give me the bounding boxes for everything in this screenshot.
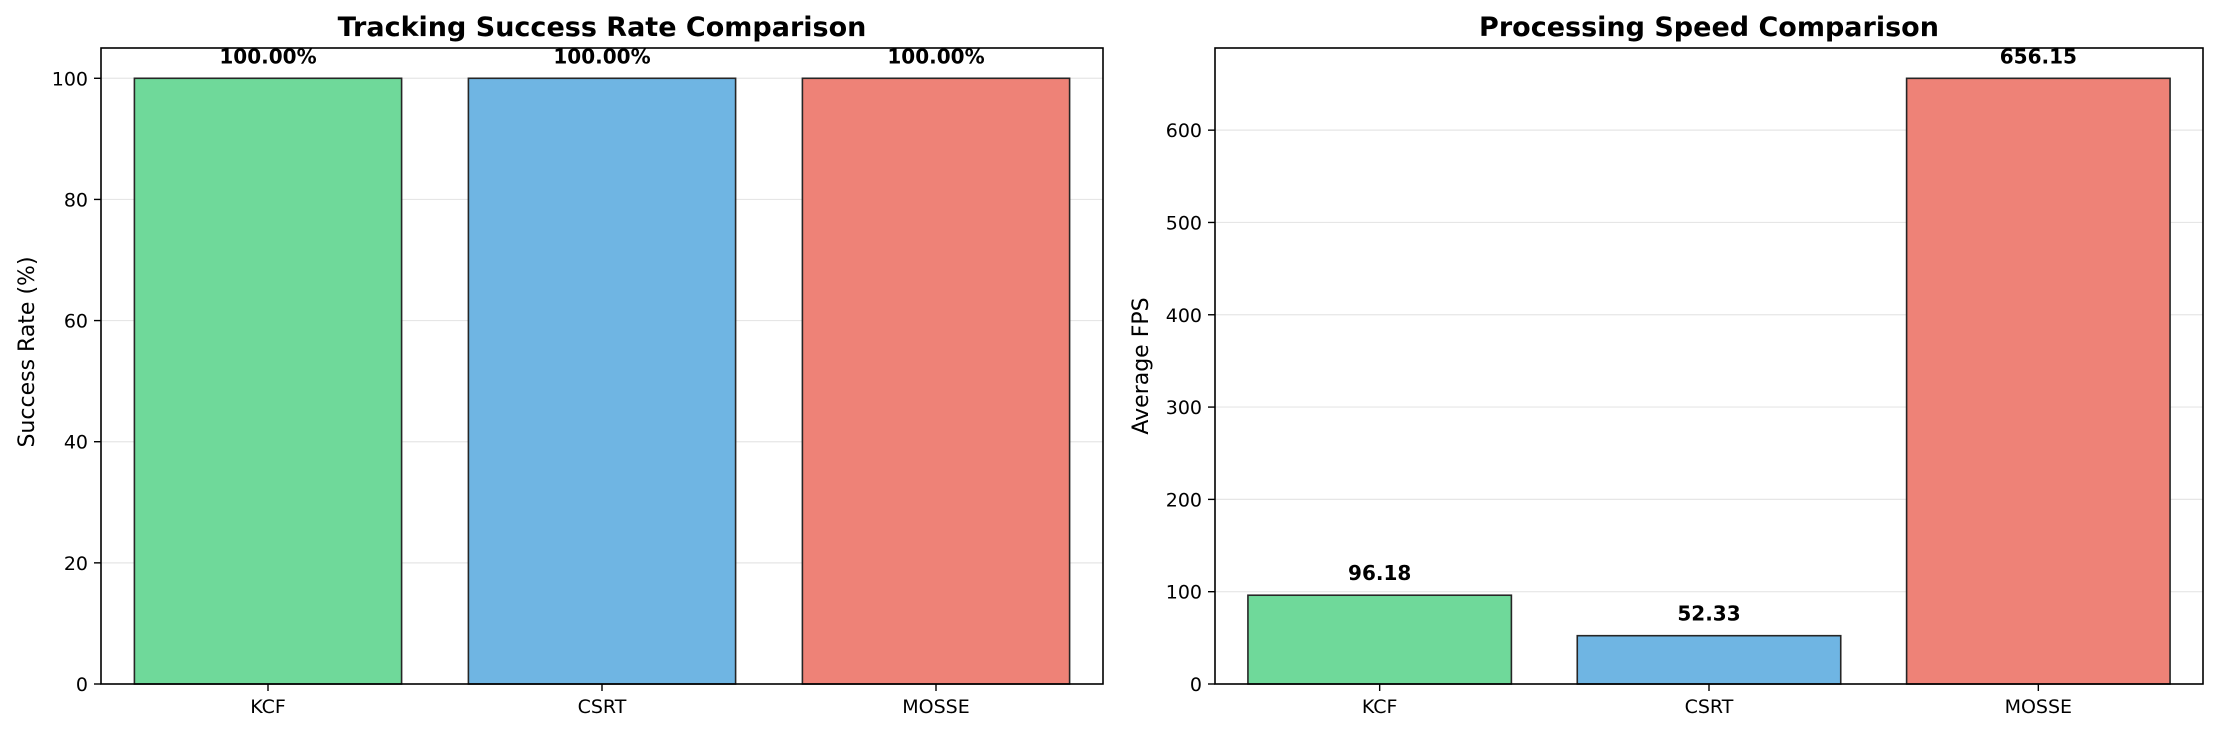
y-tick-label: 40 <box>64 432 88 454</box>
x-tick-label-kcf: KCF <box>250 696 286 718</box>
y-axis-label: Success Rate (%) <box>15 256 40 447</box>
x-tick-label-csrt: CSRT <box>1685 696 1734 718</box>
chart-title: Processing Speed Comparison <box>1479 12 1939 43</box>
bar-kcf <box>1247 594 1513 685</box>
y-tick-label: 500 <box>1166 212 1202 234</box>
y-tick-label: 60 <box>64 311 88 333</box>
value-label-kcf: 96.18 <box>1348 561 1411 585</box>
chart-title: Tracking Success Rate Comparison <box>338 12 867 43</box>
y-tick-label: 80 <box>64 189 88 211</box>
bar-mosse <box>801 77 1071 685</box>
x-tick-label-kcf: KCF <box>1362 696 1398 718</box>
y-tick-label: 400 <box>1166 305 1202 327</box>
plot-frame <box>1214 47 2204 685</box>
y-tick-label: 100 <box>52 68 88 90</box>
bar-kcf <box>133 77 403 685</box>
y-tick-label: 0 <box>76 674 88 696</box>
y-tick-label: 200 <box>1166 489 1202 511</box>
value-label-csrt: 52.33 <box>1677 602 1740 626</box>
bar-mosse <box>1905 77 2171 685</box>
y-tick-label: 100 <box>1166 582 1202 604</box>
y-tick-label: 600 <box>1166 120 1202 142</box>
y-tick-label: 0 <box>1190 674 1202 696</box>
x-tick-label-mosse: MOSSE <box>902 696 969 718</box>
y-axis-label: Average FPS <box>1129 297 1154 434</box>
bar-csrt <box>467 77 737 685</box>
x-tick-label-mosse: MOSSE <box>2005 696 2072 718</box>
y-tick-label: 20 <box>64 553 88 575</box>
plot-frame <box>100 47 1104 685</box>
value-label-mosse: 656.15 <box>2000 44 2077 68</box>
y-tick-label: 300 <box>1166 397 1202 419</box>
x-tick-label-csrt: CSRT <box>578 696 627 718</box>
bar-csrt <box>1576 634 1842 685</box>
